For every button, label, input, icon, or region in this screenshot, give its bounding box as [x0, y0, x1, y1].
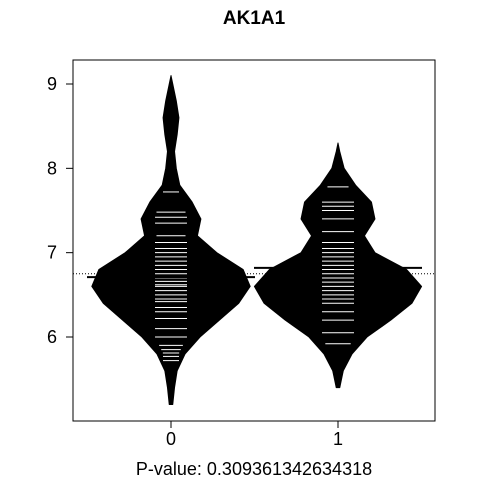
y-tick-label: 7 [47, 243, 57, 263]
y-tick-label: 9 [47, 74, 57, 94]
y-tick-label: 8 [47, 158, 57, 178]
beans-group [73, 75, 435, 405]
x-axis-label: P-value: 0.309361342634318 [136, 459, 372, 479]
x-tick-label: 0 [166, 429, 176, 449]
axes-group: 0 1 6 7 8 9 [47, 74, 343, 449]
y-tick-label: 6 [47, 327, 57, 347]
chart-title: AK1A1 [223, 8, 286, 29]
bean-0 [91, 75, 251, 405]
plot-frame [72, 59, 436, 422]
x-tick-label: 1 [333, 429, 343, 449]
